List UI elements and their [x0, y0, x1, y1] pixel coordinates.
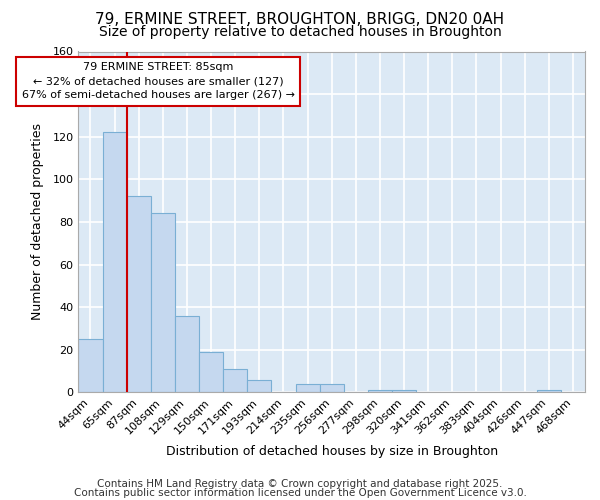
- Y-axis label: Number of detached properties: Number of detached properties: [31, 124, 44, 320]
- Bar: [199, 352, 223, 393]
- Bar: [79, 339, 103, 392]
- Text: Contains public sector information licensed under the Open Government Licence v3: Contains public sector information licen…: [74, 488, 526, 498]
- Bar: [296, 384, 320, 392]
- Bar: [320, 384, 344, 392]
- Bar: [247, 380, 271, 392]
- Bar: [368, 390, 392, 392]
- Text: 79, ERMINE STREET, BROUGHTON, BRIGG, DN20 0AH: 79, ERMINE STREET, BROUGHTON, BRIGG, DN2…: [95, 12, 505, 28]
- Bar: [175, 316, 199, 392]
- X-axis label: Distribution of detached houses by size in Broughton: Distribution of detached houses by size …: [166, 444, 498, 458]
- Bar: [127, 196, 151, 392]
- Text: 79 ERMINE STREET: 85sqm
← 32% of detached houses are smaller (127)
67% of semi-d: 79 ERMINE STREET: 85sqm ← 32% of detache…: [22, 62, 295, 100]
- Bar: [223, 369, 247, 392]
- Text: Contains HM Land Registry data © Crown copyright and database right 2025.: Contains HM Land Registry data © Crown c…: [97, 479, 503, 489]
- Bar: [392, 390, 416, 392]
- Bar: [537, 390, 561, 392]
- Bar: [103, 132, 127, 392]
- Text: Size of property relative to detached houses in Broughton: Size of property relative to detached ho…: [98, 25, 502, 39]
- Bar: [151, 214, 175, 392]
